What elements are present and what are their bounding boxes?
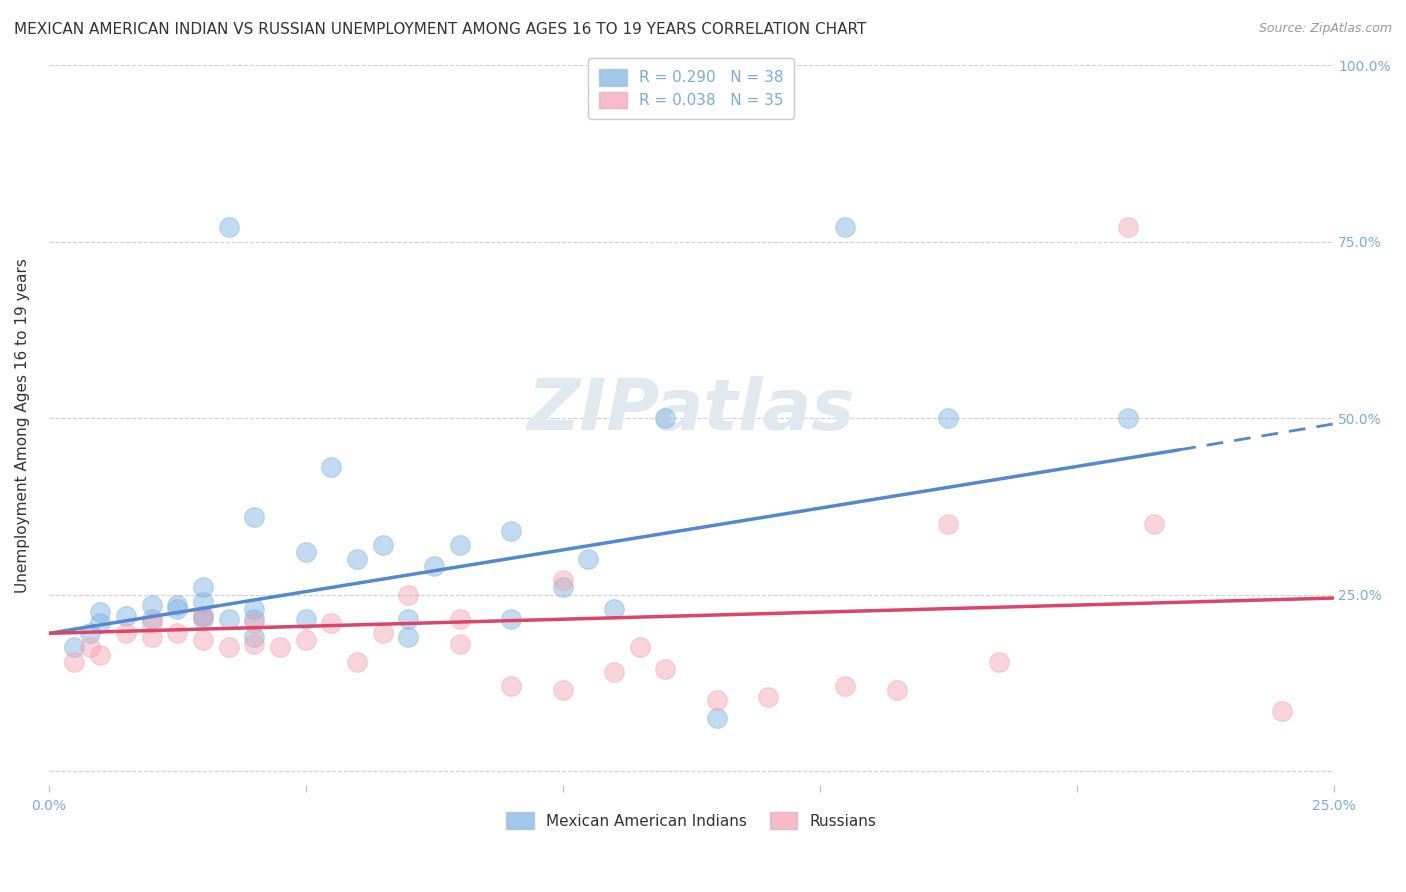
Point <box>191 581 214 595</box>
Point <box>191 594 214 608</box>
Point <box>1116 411 1139 425</box>
Point <box>603 601 626 615</box>
Point <box>243 630 266 644</box>
Y-axis label: Unemployment Among Ages 16 to 19 years: Unemployment Among Ages 16 to 19 years <box>15 258 30 592</box>
Point <box>294 633 316 648</box>
Point <box>423 559 446 574</box>
Point <box>936 411 959 425</box>
Point <box>988 655 1011 669</box>
Point <box>166 626 188 640</box>
Point <box>63 655 86 669</box>
Point <box>294 612 316 626</box>
Point <box>936 516 959 531</box>
Point <box>654 662 676 676</box>
Point <box>218 640 240 655</box>
Point <box>398 630 420 644</box>
Point <box>141 630 163 644</box>
Point <box>654 411 676 425</box>
Point <box>141 598 163 612</box>
Point <box>551 574 574 588</box>
Point <box>501 524 523 538</box>
Point <box>191 608 214 623</box>
Point <box>269 640 291 655</box>
Point <box>141 612 163 626</box>
Point <box>63 640 86 655</box>
Point <box>346 552 368 566</box>
Point <box>576 552 599 566</box>
Point <box>321 615 343 630</box>
Point <box>243 509 266 524</box>
Text: Source: ZipAtlas.com: Source: ZipAtlas.com <box>1258 22 1392 36</box>
Point <box>243 601 266 615</box>
Point <box>218 220 240 235</box>
Point <box>114 608 136 623</box>
Point <box>449 612 471 626</box>
Point <box>449 637 471 651</box>
Point <box>551 682 574 697</box>
Point <box>1271 704 1294 718</box>
Point <box>756 690 779 704</box>
Point <box>628 640 651 655</box>
Point <box>371 626 394 640</box>
Point <box>141 615 163 630</box>
Point <box>834 220 856 235</box>
Point <box>243 612 266 626</box>
Point <box>89 605 111 619</box>
Point <box>321 460 343 475</box>
Point <box>89 615 111 630</box>
Point <box>218 612 240 626</box>
Point <box>166 601 188 615</box>
Point <box>1116 220 1139 235</box>
Point <box>398 587 420 601</box>
Point <box>449 538 471 552</box>
Legend: Mexican American Indians, Russians: Mexican American Indians, Russians <box>501 806 883 835</box>
Point <box>1143 516 1166 531</box>
Point <box>243 615 266 630</box>
Point <box>191 633 214 648</box>
Point <box>79 640 101 655</box>
Point <box>191 612 214 626</box>
Point <box>243 637 266 651</box>
Point <box>191 608 214 623</box>
Point <box>346 655 368 669</box>
Point <box>706 693 728 707</box>
Point <box>886 682 908 697</box>
Point <box>398 612 420 626</box>
Point <box>294 545 316 559</box>
Point <box>706 711 728 725</box>
Point <box>501 612 523 626</box>
Text: MEXICAN AMERICAN INDIAN VS RUSSIAN UNEMPLOYMENT AMONG AGES 16 TO 19 YEARS CORREL: MEXICAN AMERICAN INDIAN VS RUSSIAN UNEMP… <box>14 22 866 37</box>
Point <box>551 581 574 595</box>
Point <box>89 648 111 662</box>
Point <box>79 626 101 640</box>
Text: ZIPatlas: ZIPatlas <box>527 376 855 445</box>
Point <box>114 626 136 640</box>
Point <box>371 538 394 552</box>
Point <box>166 598 188 612</box>
Point <box>501 679 523 693</box>
Point <box>603 665 626 680</box>
Point <box>834 679 856 693</box>
